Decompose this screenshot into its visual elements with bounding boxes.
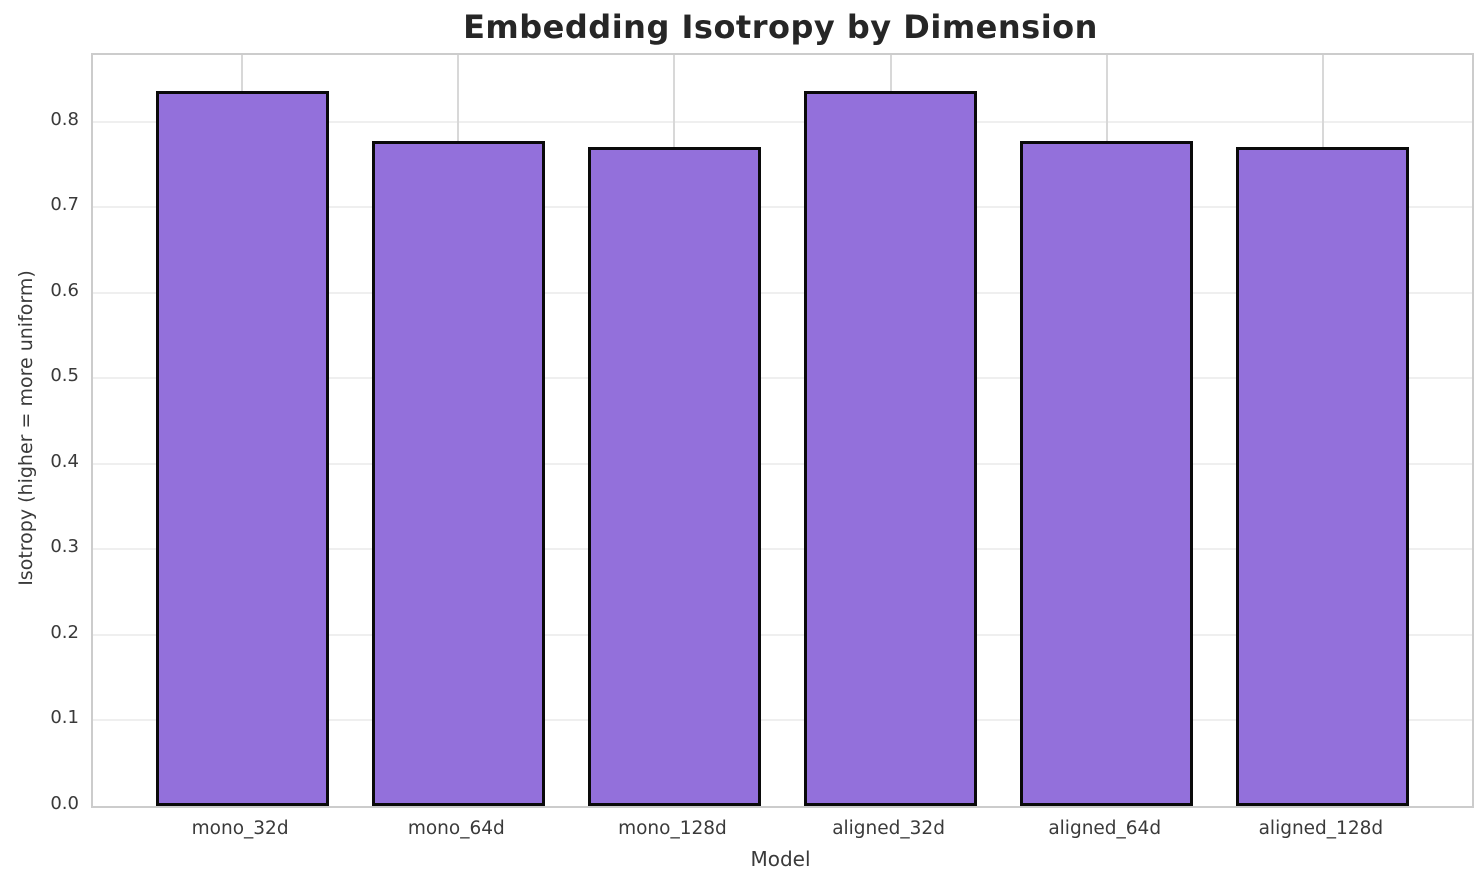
gridline-horizontal — [93, 719, 1472, 722]
gridline-horizontal — [93, 462, 1472, 465]
gridline-horizontal — [93, 206, 1472, 209]
gridline-horizontal — [93, 291, 1472, 294]
x-tick-label-mono_32d: mono_32d — [191, 818, 289, 839]
x-tick-label-mono_64d: mono_64d — [407, 818, 505, 839]
y-tick-label: 0.4 — [50, 450, 79, 472]
x-tick-label-aligned_32d: aligned_32d — [832, 818, 945, 839]
y-tick-label: 0.3 — [50, 536, 79, 558]
y-tick-label: 0.7 — [50, 194, 79, 216]
y-tick-label: 0.8 — [50, 108, 79, 130]
y-tick-label: 0.6 — [50, 279, 79, 301]
bar-mono_32d — [155, 90, 329, 806]
x-tick-label-aligned_64d: aligned_64d — [1048, 818, 1162, 839]
plot-area — [91, 53, 1474, 808]
bar-aligned_32d — [804, 90, 978, 806]
gridline-horizontal — [93, 377, 1472, 380]
x-tick-label-mono_128d: mono_128d — [618, 818, 727, 839]
y-tick-label: 0.5 — [50, 365, 79, 387]
x-tick-label-aligned_128d: aligned_128d — [1258, 818, 1384, 839]
y-tick-label: 0.1 — [50, 707, 79, 729]
gridline-horizontal — [93, 633, 1472, 636]
gridline-horizontal — [93, 120, 1472, 123]
x-axis-label: Model — [750, 847, 811, 871]
gridline-horizontal — [93, 548, 1472, 551]
y-tick-label: 0.0 — [50, 793, 79, 814]
chart-title: Embedding Isotropy by Dimension — [463, 8, 1098, 46]
bar-mono_128d — [587, 147, 761, 806]
y-tick-label: 0.2 — [50, 621, 79, 643]
bar-aligned_64d — [1020, 140, 1194, 806]
bar-aligned_128d — [1236, 147, 1410, 806]
bar-mono_64d — [371, 140, 545, 806]
